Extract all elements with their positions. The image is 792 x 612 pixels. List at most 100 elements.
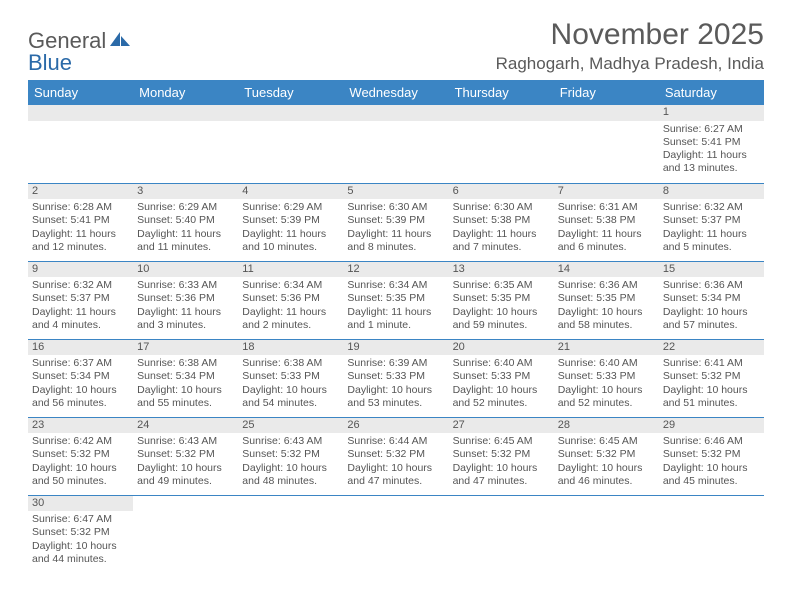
sunset-text: Sunset: 5:37 PM	[32, 292, 129, 305]
location: Raghogarh, Madhya Pradesh, India	[496, 54, 764, 74]
calendar-cell	[133, 495, 238, 573]
sunset-text: Sunset: 5:35 PM	[347, 292, 444, 305]
day-body: Sunrise: 6:43 AMSunset: 5:32 PMDaylight:…	[133, 433, 238, 491]
day-body: Sunrise: 6:41 AMSunset: 5:32 PMDaylight:…	[659, 355, 764, 413]
daylight-text: Daylight: 11 hours and 4 minutes.	[32, 306, 129, 332]
calendar-cell: 15Sunrise: 6:36 AMSunset: 5:34 PMDayligh…	[659, 261, 764, 339]
calendar-cell: 2Sunrise: 6:28 AMSunset: 5:41 PMDaylight…	[28, 183, 133, 261]
sunset-text: Sunset: 5:35 PM	[453, 292, 550, 305]
calendar-cell: 3Sunrise: 6:29 AMSunset: 5:40 PMDaylight…	[133, 183, 238, 261]
sunrise-text: Sunrise: 6:34 AM	[347, 279, 444, 292]
day-body: Sunrise: 6:39 AMSunset: 5:33 PMDaylight:…	[343, 355, 448, 413]
calendar-cell	[28, 105, 133, 183]
sunset-text: Sunset: 5:41 PM	[32, 214, 129, 227]
weekday-header: Monday	[133, 80, 238, 105]
daylight-text: Daylight: 11 hours and 10 minutes.	[242, 228, 339, 254]
daylight-text: Daylight: 11 hours and 2 minutes.	[242, 306, 339, 332]
sail-icon	[110, 32, 132, 48]
day-body: Sunrise: 6:33 AMSunset: 5:36 PMDaylight:…	[133, 277, 238, 335]
calendar-cell: 19Sunrise: 6:39 AMSunset: 5:33 PMDayligh…	[343, 339, 448, 417]
day-body: Sunrise: 6:32 AMSunset: 5:37 PMDaylight:…	[28, 277, 133, 335]
day-number: 5	[343, 184, 448, 200]
day-number: 2	[28, 184, 133, 200]
daylight-text: Daylight: 11 hours and 7 minutes.	[453, 228, 550, 254]
calendar-cell	[554, 495, 659, 573]
day-number: 27	[449, 418, 554, 434]
day-number: 14	[554, 262, 659, 278]
sunrise-text: Sunrise: 6:36 AM	[558, 279, 655, 292]
day-number: 26	[343, 418, 448, 434]
weekday-header: Thursday	[449, 80, 554, 105]
calendar-head: SundayMondayTuesdayWednesdayThursdayFrid…	[28, 80, 764, 105]
day-body: Sunrise: 6:35 AMSunset: 5:35 PMDaylight:…	[449, 277, 554, 335]
sunrise-text: Sunrise: 6:41 AM	[663, 357, 760, 370]
sunrise-text: Sunrise: 6:47 AM	[32, 513, 129, 526]
sunrise-text: Sunrise: 6:44 AM	[347, 435, 444, 448]
sunrise-text: Sunrise: 6:40 AM	[453, 357, 550, 370]
sunset-text: Sunset: 5:34 PM	[32, 370, 129, 383]
day-body: Sunrise: 6:36 AMSunset: 5:35 PMDaylight:…	[554, 277, 659, 335]
sunrise-text: Sunrise: 6:30 AM	[347, 201, 444, 214]
sunset-text: Sunset: 5:37 PM	[663, 214, 760, 227]
day-number: 28	[554, 418, 659, 434]
day-number: 20	[449, 340, 554, 356]
sunset-text: Sunset: 5:39 PM	[347, 214, 444, 227]
daylight-text: Daylight: 10 hours and 44 minutes.	[32, 540, 129, 566]
calendar-cell	[133, 105, 238, 183]
sunrise-text: Sunrise: 6:38 AM	[137, 357, 234, 370]
calendar-body: 1Sunrise: 6:27 AMSunset: 5:41 PMDaylight…	[28, 105, 764, 573]
calendar-cell: 13Sunrise: 6:35 AMSunset: 5:35 PMDayligh…	[449, 261, 554, 339]
day-number: 1	[659, 105, 764, 121]
day-body: Sunrise: 6:38 AMSunset: 5:33 PMDaylight:…	[238, 355, 343, 413]
sunset-text: Sunset: 5:32 PM	[242, 448, 339, 461]
calendar-cell: 24Sunrise: 6:43 AMSunset: 5:32 PMDayligh…	[133, 417, 238, 495]
sunrise-text: Sunrise: 6:45 AM	[453, 435, 550, 448]
daylight-text: Daylight: 11 hours and 8 minutes.	[347, 228, 444, 254]
day-number: 11	[238, 262, 343, 278]
sunrise-text: Sunrise: 6:30 AM	[453, 201, 550, 214]
day-body: Sunrise: 6:45 AMSunset: 5:32 PMDaylight:…	[449, 433, 554, 491]
day-body: Sunrise: 6:46 AMSunset: 5:32 PMDaylight:…	[659, 433, 764, 491]
daylight-text: Daylight: 11 hours and 13 minutes.	[663, 149, 760, 175]
day-body: Sunrise: 6:45 AMSunset: 5:32 PMDaylight:…	[554, 433, 659, 491]
day-body: Sunrise: 6:30 AMSunset: 5:38 PMDaylight:…	[449, 199, 554, 257]
logo-text-2: Blue	[28, 50, 72, 76]
calendar-cell	[449, 105, 554, 183]
day-body: Sunrise: 6:31 AMSunset: 5:38 PMDaylight:…	[554, 199, 659, 257]
sunrise-text: Sunrise: 6:45 AM	[558, 435, 655, 448]
day-body: Sunrise: 6:34 AMSunset: 5:35 PMDaylight:…	[343, 277, 448, 335]
sunrise-text: Sunrise: 6:29 AM	[137, 201, 234, 214]
sunrise-text: Sunrise: 6:35 AM	[453, 279, 550, 292]
calendar-cell: 25Sunrise: 6:43 AMSunset: 5:32 PMDayligh…	[238, 417, 343, 495]
calendar-cell: 17Sunrise: 6:38 AMSunset: 5:34 PMDayligh…	[133, 339, 238, 417]
sunrise-text: Sunrise: 6:37 AM	[32, 357, 129, 370]
sunrise-text: Sunrise: 6:43 AM	[242, 435, 339, 448]
sunset-text: Sunset: 5:33 PM	[453, 370, 550, 383]
day-body: Sunrise: 6:34 AMSunset: 5:36 PMDaylight:…	[238, 277, 343, 335]
day-number: 21	[554, 340, 659, 356]
calendar-cell	[449, 495, 554, 573]
sunrise-text: Sunrise: 6:27 AM	[663, 123, 760, 136]
day-number: 13	[449, 262, 554, 278]
sunrise-text: Sunrise: 6:42 AM	[32, 435, 129, 448]
sunrise-text: Sunrise: 6:32 AM	[32, 279, 129, 292]
sunset-text: Sunset: 5:32 PM	[453, 448, 550, 461]
sunset-text: Sunset: 5:32 PM	[558, 448, 655, 461]
day-body: Sunrise: 6:40 AMSunset: 5:33 PMDaylight:…	[554, 355, 659, 413]
daylight-text: Daylight: 10 hours and 47 minutes.	[453, 462, 550, 488]
daylight-text: Daylight: 11 hours and 1 minute.	[347, 306, 444, 332]
sunrise-text: Sunrise: 6:34 AM	[242, 279, 339, 292]
day-number: 16	[28, 340, 133, 356]
day-body: Sunrise: 6:28 AMSunset: 5:41 PMDaylight:…	[28, 199, 133, 257]
daylight-text: Daylight: 10 hours and 46 minutes.	[558, 462, 655, 488]
day-number: 30	[28, 496, 133, 512]
sunrise-text: Sunrise: 6:46 AM	[663, 435, 760, 448]
weekday-header: Wednesday	[343, 80, 448, 105]
daylight-text: Daylight: 10 hours and 48 minutes.	[242, 462, 339, 488]
sunset-text: Sunset: 5:32 PM	[347, 448, 444, 461]
day-body: Sunrise: 6:29 AMSunset: 5:40 PMDaylight:…	[133, 199, 238, 257]
calendar-cell: 9Sunrise: 6:32 AMSunset: 5:37 PMDaylight…	[28, 261, 133, 339]
weekday-header: Saturday	[659, 80, 764, 105]
day-body: Sunrise: 6:27 AMSunset: 5:41 PMDaylight:…	[659, 121, 764, 179]
daylight-text: Daylight: 10 hours and 58 minutes.	[558, 306, 655, 332]
